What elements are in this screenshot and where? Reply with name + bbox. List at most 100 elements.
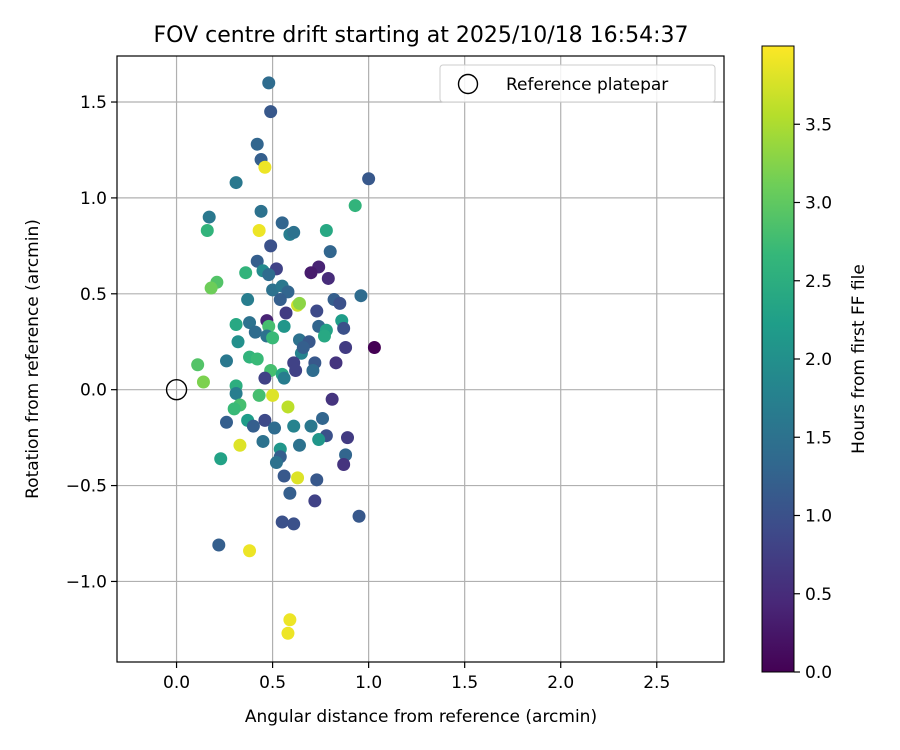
grid-lines [117,56,724,662]
data-point [275,216,289,230]
data-point [204,281,218,295]
legend-label: Reference platepar [506,75,668,95]
legend-box [439,64,716,103]
data-point [269,456,283,470]
data-point [264,105,278,119]
data-point [214,452,228,466]
data-point [243,316,257,330]
data-point [248,325,262,339]
data-point [312,433,326,447]
data-points [191,76,381,640]
data-point [229,317,243,331]
data-point [239,266,253,280]
data-point [329,356,343,370]
data-point [317,329,331,343]
data-point [250,137,264,151]
x-tick-label: 0.0 [163,673,190,693]
colorbar-tick-label: 2.5 [805,272,832,292]
data-point [279,306,293,320]
x-tick-label: 1.0 [355,673,382,693]
colorbar-tick-label: 3.0 [805,194,832,214]
x-tick-label: 0.5 [259,673,286,693]
colorbar-tick-label: 0.0 [805,663,832,683]
y-tick-label: 1.0 [80,189,107,209]
data-point [319,224,333,238]
chart-title: FOV centre drift starting at 2025/10/18 … [154,23,689,48]
data-point [352,509,366,523]
data-point [289,364,303,378]
data-point [283,486,297,500]
data-point [281,626,295,640]
legend: Reference platepar [439,64,716,103]
data-point [277,371,291,385]
data-point [308,494,322,508]
colorbar-tick-label: 3.5 [805,115,832,135]
data-point [231,335,245,349]
x-tick-label: 2.5 [643,673,670,693]
data-point [323,245,337,259]
data-point [227,402,241,416]
data-point [283,613,297,627]
data-point [256,434,270,448]
data-point [229,176,243,190]
y-tick-label: −1.0 [66,572,107,592]
data-point [277,469,291,483]
legend-reference-marker [457,73,479,95]
colorbar-ticks: 0.0 0.5 1.0 1.5 2.0 2.5 3.0 3.5 [794,115,832,683]
data-point [337,321,351,335]
y-tick-label: −0.5 [66,477,107,497]
data-point [262,76,276,90]
data-point [219,354,233,368]
data-point [200,224,214,238]
data-point [219,415,233,429]
data-point [250,352,264,366]
data-point [258,413,272,427]
data-point [291,471,305,485]
reference-platepar-marker [165,378,188,401]
data-point [354,289,368,303]
data-point [266,388,280,402]
data-point [258,160,272,174]
data-point [252,388,266,402]
data-point [277,319,291,333]
colorbar-label: Hours from first FF file [849,264,869,454]
x-axis-ticks: 0.0 0.5 1.0 1.5 2.0 2.5 [163,662,670,693]
data-point [292,296,306,310]
data-point [202,210,216,224]
data-point [266,331,280,345]
data-point [262,268,276,282]
x-axis-label: Angular distance from reference (arcmin) [245,707,597,727]
data-point [250,254,264,268]
data-point [268,421,282,435]
data-point [296,340,310,354]
data-point [287,419,301,433]
data-point [233,438,247,452]
data-point [191,358,205,372]
data-point [264,239,278,253]
data-point [310,473,324,487]
data-point [367,340,381,354]
data-point [306,364,320,378]
colorbar-tick-label: 1.5 [805,428,832,448]
data-point [196,375,210,389]
x-tick-label: 1.5 [451,673,478,693]
y-axis-ticks: −1.0 −0.5 0.0 0.5 1.0 1.5 [66,93,117,592]
data-point [287,517,301,531]
data-point [310,304,324,318]
data-point [339,340,353,354]
data-point [243,544,257,558]
data-point [325,392,339,406]
data-point [333,296,347,310]
data-point [275,515,289,529]
data-point [348,199,362,213]
data-point [337,457,351,471]
data-point [229,387,243,401]
y-tick-label: 0.5 [80,285,107,305]
colorbar-gradient [761,45,795,673]
colorbar-tick-label: 1.0 [805,507,832,527]
colorbar-tick-label: 0.5 [805,585,832,605]
data-point [281,400,295,414]
colorbar: 0.0 0.5 1.0 1.5 2.0 2.5 3.0 3.5 Hours from firs… [761,45,869,683]
x-tick-label: 2.0 [547,673,574,693]
